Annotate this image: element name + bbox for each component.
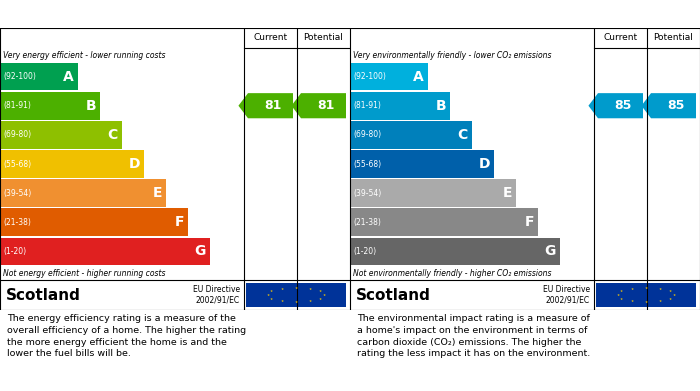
Polygon shape bbox=[641, 93, 696, 118]
Text: ★: ★ bbox=[318, 289, 322, 293]
Bar bbox=[0, 179, 166, 207]
Text: ★: ★ bbox=[270, 289, 273, 293]
Text: (81-91): (81-91) bbox=[3, 101, 31, 110]
Text: Potential: Potential bbox=[654, 34, 694, 43]
Text: B: B bbox=[435, 99, 446, 113]
Text: D: D bbox=[479, 157, 490, 171]
Text: Potential: Potential bbox=[304, 34, 344, 43]
Text: 81: 81 bbox=[317, 99, 334, 112]
Text: A: A bbox=[413, 70, 424, 84]
Text: The energy efficiency rating is a measure of the
overall efficiency of a home. T: The energy efficiency rating is a measur… bbox=[7, 314, 246, 359]
Polygon shape bbox=[239, 93, 293, 118]
Bar bbox=[0, 150, 144, 178]
Text: (1-20): (1-20) bbox=[3, 247, 26, 256]
Text: F: F bbox=[524, 215, 534, 229]
Text: (1-20): (1-20) bbox=[353, 247, 376, 256]
Text: (92-100): (92-100) bbox=[3, 72, 36, 81]
Text: ★: ★ bbox=[281, 299, 284, 303]
Text: G: G bbox=[195, 244, 206, 258]
Text: Not energy efficient - higher running costs: Not energy efficient - higher running co… bbox=[3, 269, 165, 278]
Text: 85: 85 bbox=[667, 99, 684, 112]
Text: ★: ★ bbox=[645, 286, 648, 290]
Text: E: E bbox=[153, 186, 162, 200]
Text: (21-38): (21-38) bbox=[353, 218, 381, 227]
Text: ★: ★ bbox=[617, 293, 620, 297]
Text: (69-80): (69-80) bbox=[3, 130, 31, 139]
Text: ★: ★ bbox=[631, 287, 634, 291]
Text: Not environmentally friendly - higher CO₂ emissions: Not environmentally friendly - higher CO… bbox=[353, 269, 552, 278]
Text: F: F bbox=[174, 215, 184, 229]
Text: ★: ★ bbox=[295, 300, 298, 304]
Polygon shape bbox=[291, 93, 346, 118]
Bar bbox=[0, 63, 78, 90]
Bar bbox=[350, 179, 516, 207]
Text: Current: Current bbox=[603, 34, 638, 43]
Text: (81-91): (81-91) bbox=[353, 101, 381, 110]
Text: ★: ★ bbox=[295, 286, 298, 290]
Text: 81: 81 bbox=[264, 99, 281, 112]
Text: ★: ★ bbox=[645, 300, 648, 304]
Text: A: A bbox=[63, 70, 74, 84]
Bar bbox=[350, 208, 538, 236]
Text: ★: ★ bbox=[620, 289, 623, 293]
Text: ★: ★ bbox=[309, 299, 312, 303]
Text: B: B bbox=[85, 99, 96, 113]
Text: C: C bbox=[458, 128, 468, 142]
Text: ★: ★ bbox=[631, 299, 634, 303]
Text: The environmental impact rating is a measure of
a home's impact on the environme: The environmental impact rating is a mea… bbox=[357, 314, 590, 359]
Text: C: C bbox=[108, 128, 118, 142]
Polygon shape bbox=[589, 93, 643, 118]
Text: Very environmentally friendly - lower CO₂ emissions: Very environmentally friendly - lower CO… bbox=[353, 50, 552, 59]
Text: ★: ★ bbox=[668, 289, 672, 293]
Text: ★: ★ bbox=[267, 293, 270, 297]
Text: (55-68): (55-68) bbox=[353, 160, 381, 169]
Text: EU Directive
2002/91/EC: EU Directive 2002/91/EC bbox=[193, 285, 240, 305]
Bar bbox=[596, 283, 696, 307]
Text: ★: ★ bbox=[673, 293, 675, 297]
Text: Scotland: Scotland bbox=[6, 287, 81, 303]
Text: ★: ★ bbox=[659, 299, 661, 303]
Text: (55-68): (55-68) bbox=[3, 160, 31, 169]
Bar bbox=[0, 92, 100, 120]
Text: ★: ★ bbox=[323, 293, 326, 297]
Text: ★: ★ bbox=[668, 297, 672, 301]
Text: ★: ★ bbox=[659, 287, 661, 291]
Text: (39-54): (39-54) bbox=[353, 188, 382, 197]
Text: (69-80): (69-80) bbox=[353, 130, 381, 139]
Bar bbox=[350, 92, 450, 120]
Text: Environmental Impact (CO₂) Rating: Environmental Impact (CO₂) Rating bbox=[355, 7, 587, 20]
Bar bbox=[350, 150, 494, 178]
Text: G: G bbox=[545, 244, 556, 258]
Text: EU Directive
2002/91/EC: EU Directive 2002/91/EC bbox=[543, 285, 590, 305]
Bar bbox=[0, 121, 122, 149]
Text: Very energy efficient - lower running costs: Very energy efficient - lower running co… bbox=[3, 50, 165, 59]
Text: ★: ★ bbox=[270, 297, 273, 301]
Text: Scotland: Scotland bbox=[356, 287, 431, 303]
Text: Energy Efficiency Rating: Energy Efficiency Rating bbox=[6, 7, 168, 20]
Text: ★: ★ bbox=[318, 297, 322, 301]
Text: E: E bbox=[503, 186, 512, 200]
Text: ★: ★ bbox=[309, 287, 312, 291]
Text: (92-100): (92-100) bbox=[353, 72, 386, 81]
Bar bbox=[350, 121, 472, 149]
Text: (21-38): (21-38) bbox=[3, 218, 31, 227]
Text: Current: Current bbox=[253, 34, 288, 43]
Text: ★: ★ bbox=[620, 297, 623, 301]
Bar bbox=[0, 238, 210, 265]
Bar bbox=[350, 63, 428, 90]
Bar bbox=[350, 238, 560, 265]
Bar bbox=[246, 283, 346, 307]
Text: ★: ★ bbox=[281, 287, 284, 291]
Bar bbox=[0, 208, 188, 236]
Text: D: D bbox=[129, 157, 140, 171]
Text: 85: 85 bbox=[614, 99, 631, 112]
Text: (39-54): (39-54) bbox=[3, 188, 31, 197]
